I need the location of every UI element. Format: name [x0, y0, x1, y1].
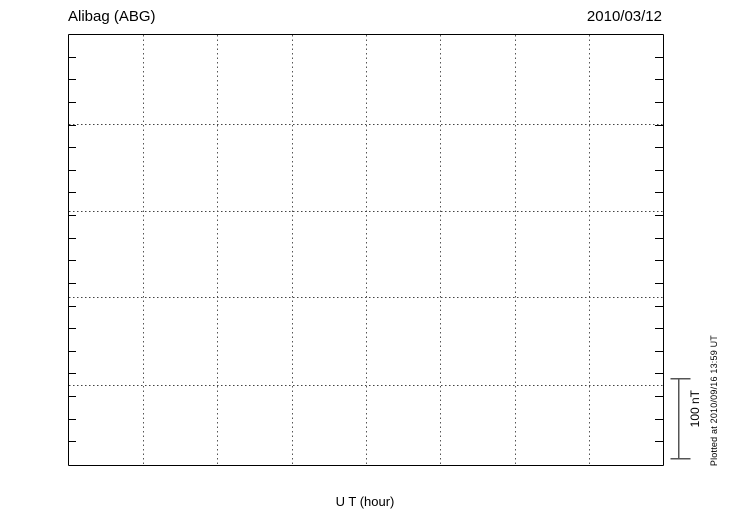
x-axis-label: U T (hour) [335, 494, 395, 509]
plot-frame [68, 34, 664, 466]
plot-area [68, 34, 664, 466]
scale-bar-label: 100 nT [688, 390, 702, 428]
scale-bar [670, 377, 691, 460]
observation-date: 2010/03/12 [586, 8, 662, 25]
page-title: Alibag (ABG) [68, 8, 156, 25]
grid-lines [143, 35, 590, 465]
baseline-lines [69, 124, 663, 386]
plotted-timestamp: Plotted at 2010/09/16 13:59 UT [709, 335, 719, 467]
plot-svg [68, 34, 664, 466]
axis-ticks [69, 56, 663, 443]
